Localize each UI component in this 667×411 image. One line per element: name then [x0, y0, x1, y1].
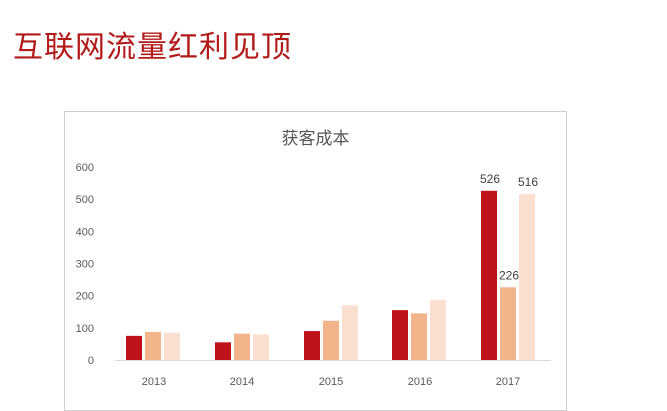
bar-2016-s1 [392, 310, 408, 360]
bar-2017-s3 [519, 194, 535, 360]
bar-2016-s2 [411, 313, 427, 360]
bar-2015-s2 [323, 320, 339, 360]
bar-2013-s1 [126, 335, 142, 360]
bar-2016-s3 [430, 299, 446, 360]
bar-2017-s2 [500, 287, 516, 360]
x-tick-label: 2014 [230, 376, 254, 388]
bar-2015-s1 [304, 331, 320, 360]
x-tick-label: 2016 [408, 376, 432, 388]
x-tick-label: 2015 [319, 376, 343, 388]
y-tick-label: 500 [76, 194, 94, 206]
y-tick-label: 100 [76, 323, 94, 335]
chart-title: 获客成本 [281, 129, 350, 149]
x-tick-label: 2017 [496, 376, 520, 388]
bar-2014-s1 [215, 342, 231, 360]
data-label: 516 [518, 175, 538, 189]
y-tick-label: 300 [76, 259, 94, 271]
bar-2013-s2 [145, 332, 161, 360]
y-tick-label: 400 [76, 226, 94, 238]
y-tick-label: 200 [76, 291, 94, 303]
bar-2013-s3 [164, 332, 180, 360]
data-label: 526 [480, 172, 500, 186]
x-tick-label: 2013 [142, 376, 166, 388]
y-tick-label: 0 [88, 355, 94, 367]
data-label: 226 [499, 268, 519, 282]
slide-title: 互联网流量红利见顶 [13, 30, 292, 65]
y-tick-label: 600 [76, 162, 94, 174]
bar-2014-s3 [253, 334, 269, 360]
chart-plot: 0 100 200 300 400 500 600 2013 2014 2015 2016 2017 5… [76, 162, 551, 388]
bar-2014-s2 [234, 333, 250, 360]
bar-2015-s3 [342, 305, 358, 360]
bar-2017-s1 [481, 190, 497, 360]
